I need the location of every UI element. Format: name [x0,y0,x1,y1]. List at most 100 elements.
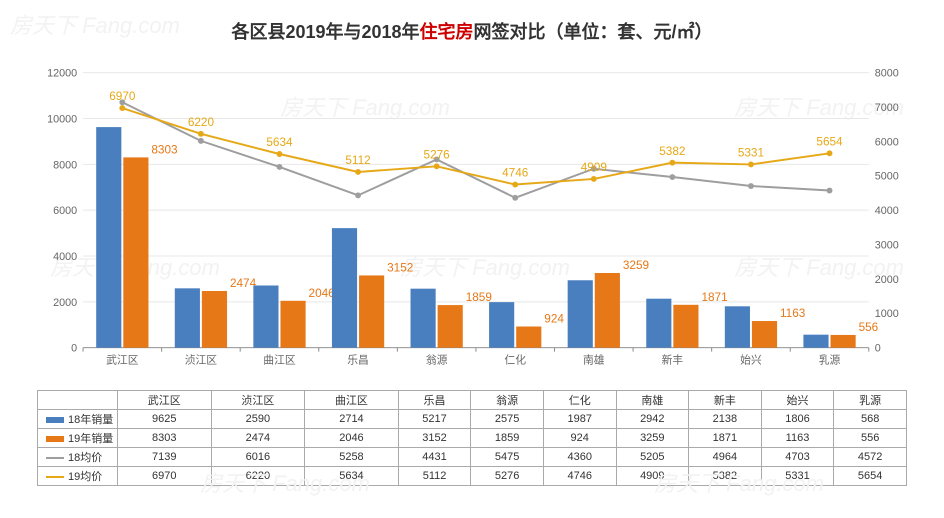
line-value-label: 6970 [109,90,136,103]
line-value-label: 5654 [816,135,843,148]
svg-text:7000: 7000 [875,102,899,114]
line-marker [748,161,754,167]
title-highlight: 住宅房 [420,22,474,42]
table-cell: 2474 [211,429,305,448]
legend-cell: 19均价 [38,467,118,486]
bar-value-label: 2046 [309,287,336,300]
table-cell: 4909 [616,467,689,486]
svg-text:4000: 4000 [875,205,899,217]
bar-sales19 [673,305,698,348]
line-value-label: 5382 [659,145,685,158]
table-cell: 南雄 [616,391,689,410]
svg-text:浈江区: 浈江区 [185,353,218,366]
table-cell: 仁化 [543,391,616,410]
line-marker [198,131,204,137]
table-cell: 1163 [761,429,834,448]
table-cell: 乳源 [834,391,907,410]
table-cell: 2714 [305,410,399,429]
bar-value-label: 924 [544,313,564,326]
title-prefix: 各区县2019年与2018年 [231,22,419,42]
data-table: 武江区浈江区曲江区乐昌翁源仁化南雄新丰始兴乳源18年销量962525902714… [37,390,907,486]
table-cell: 5382 [689,467,762,486]
bar-sales18 [96,127,121,348]
table-row-price18: 18均价713960165258443154754360520549644703… [38,448,907,467]
bar-sales19 [202,291,227,348]
table-cell: 556 [834,429,907,448]
table-cell: 浈江区 [211,391,305,410]
line-marker [512,195,518,201]
table-cell: 5217 [398,410,471,429]
table-cell: 6970 [118,467,212,486]
line-marker [355,169,361,175]
svg-text:8000: 8000 [53,159,77,171]
line-value-label: 5634 [266,136,293,149]
bar-value-label: 3259 [623,259,649,272]
bar-sales19 [595,273,620,348]
legend-cell: 18均价 [38,448,118,467]
table-row-sales19: 19年销量83032474204631521859924325918711163… [38,429,907,448]
table-cell: 4703 [761,448,834,467]
table-cell: 乐昌 [398,391,471,410]
table-cell: 3152 [398,429,471,448]
bar-sales18 [489,302,514,348]
bar-sales18 [253,285,278,347]
bar-sales18 [646,299,671,348]
svg-text:乐昌: 乐昌 [347,353,369,366]
table-cell: 4746 [543,467,616,486]
bar-sales18 [411,289,436,348]
table-cell: 5475 [471,448,544,467]
legend-cell: 19年销量 [38,429,118,448]
chart-svg: 0200040006000800010000120000100020003000… [30,50,914,390]
table-cell: 4431 [398,448,471,467]
line-18均价 [122,102,829,198]
table-cell: 武江区 [118,391,212,410]
table-header-row: 武江区浈江区曲江区乐昌翁源仁化南雄新丰始兴乳源 [38,391,907,410]
table-cell: 2575 [471,410,544,429]
table-cell: 1859 [471,429,544,448]
svg-text:4000: 4000 [53,251,77,263]
svg-text:2000: 2000 [53,297,77,309]
line-marker [277,151,283,157]
table-cell: 5205 [616,448,689,467]
table-cell: 5331 [761,467,834,486]
table-cell: 3259 [616,429,689,448]
line-marker [512,182,518,188]
line-marker [277,164,283,170]
bar-sales18 [568,280,593,347]
table-cell: 5276 [471,467,544,486]
table-cell: 6016 [211,448,305,467]
svg-text:0: 0 [71,343,77,355]
bar-value-label: 3152 [387,262,413,275]
line-value-label: 4909 [581,161,607,174]
svg-text:12000: 12000 [47,68,77,80]
table-cell: 新丰 [689,391,762,410]
line-marker [198,138,204,144]
svg-text:6000: 6000 [875,136,899,148]
svg-text:5000: 5000 [875,171,899,183]
table-cell: 2046 [305,429,399,448]
bar-sales19 [752,321,777,348]
svg-text:曲江区: 曲江区 [263,353,296,366]
line-marker [748,183,754,189]
bar-value-label: 2474 [230,277,257,290]
svg-text:0: 0 [875,343,881,355]
line-marker [355,192,361,198]
bar-sales19 [280,301,305,348]
table-cell: 4572 [834,448,907,467]
svg-text:乳源: 乳源 [819,352,841,366]
legend-cell: 18年销量 [38,410,118,429]
svg-text:南雄: 南雄 [583,352,605,366]
line-marker [669,160,675,166]
table-cell: 5258 [305,448,399,467]
legend-cell [38,391,118,410]
svg-text:仁化: 仁化 [504,352,526,366]
bar-sales19 [359,275,384,347]
line-marker [669,174,675,180]
line-marker [591,176,597,182]
table-cell: 6220 [211,467,305,486]
table-cell: 始兴 [761,391,834,410]
table-cell: 9625 [118,410,212,429]
svg-text:始兴: 始兴 [740,352,762,366]
table-cell: 924 [543,429,616,448]
table-cell: 2590 [211,410,305,429]
